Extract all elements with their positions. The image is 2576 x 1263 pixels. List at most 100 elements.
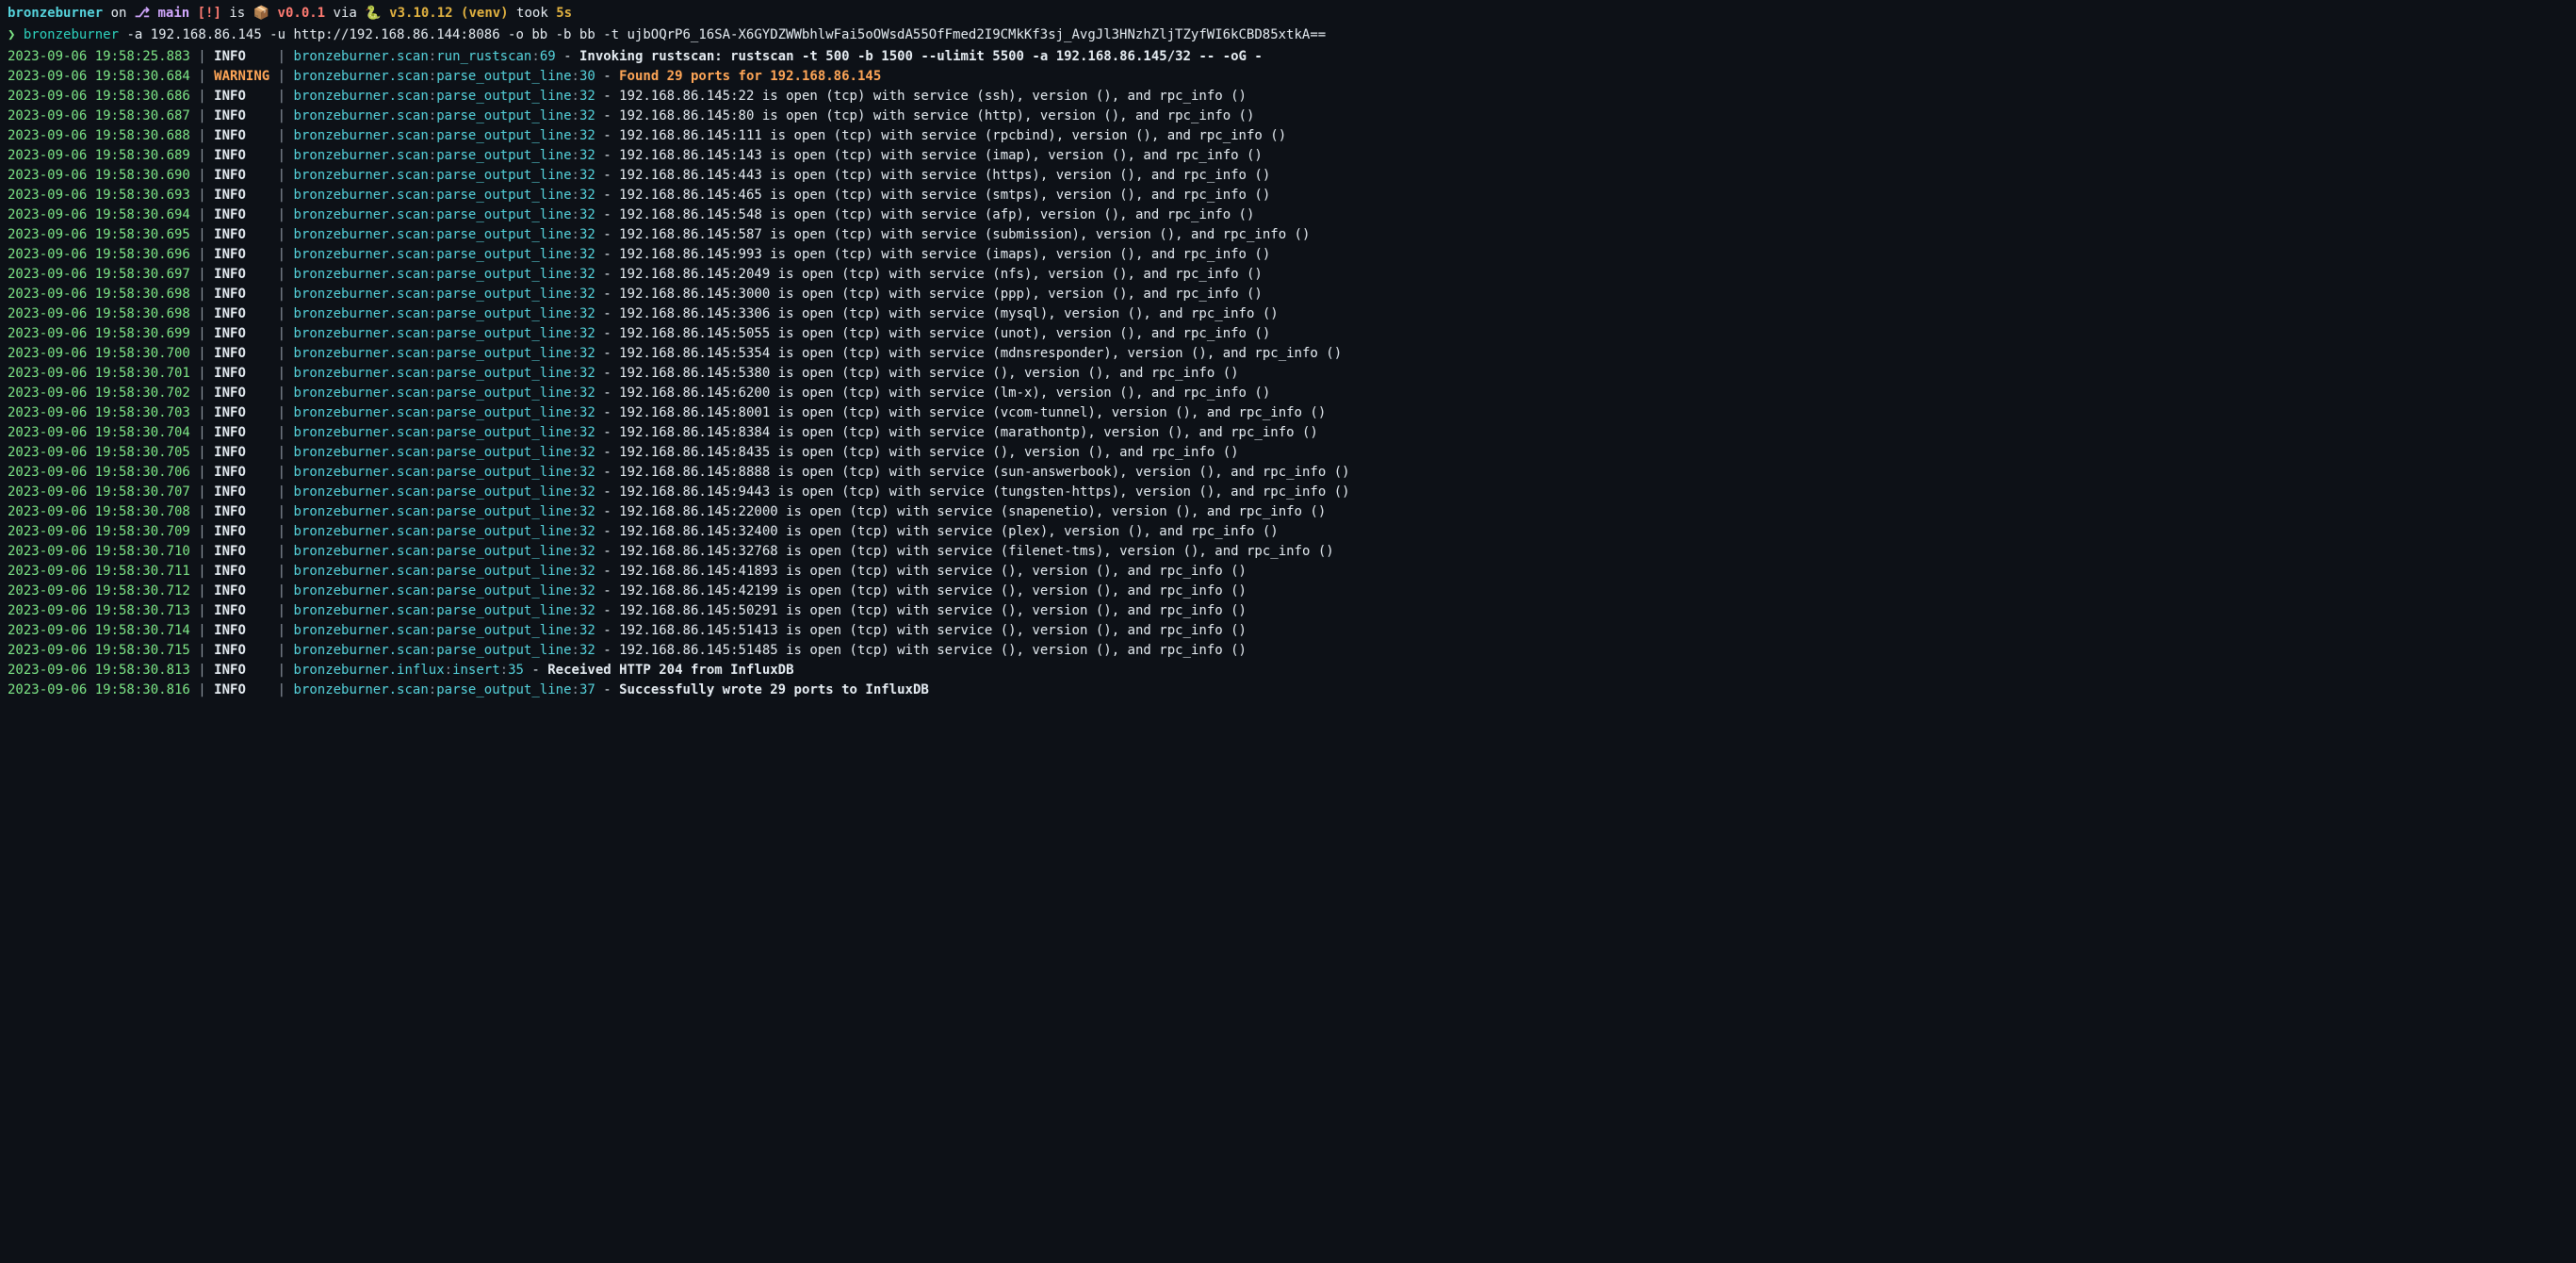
log-colon: : [429, 465, 436, 480]
log-message: 192.168.86.145:587 is open (tcp) with se… [619, 227, 1310, 242]
log-message: 192.168.86.145:3000 is open (tcp) with s… [619, 287, 1263, 302]
log-level: INFO [214, 108, 269, 123]
log-module: bronzeburner.scan [293, 188, 428, 203]
log-function: parse_output_line [436, 544, 571, 559]
log-sep: | [269, 108, 293, 123]
log-lineno: 32 [579, 504, 595, 519]
is-text: is [229, 6, 245, 21]
log-message: 192.168.86.145:6200 is open (tcp) with s… [619, 385, 1270, 401]
log-line: 2023-09-06 19:58:30.694 | INFO | bronzeb… [8, 205, 2568, 225]
log-sep: | [190, 425, 214, 440]
log-colon: : [572, 108, 579, 123]
log-message: 192.168.86.145:8001 is open (tcp) with s… [619, 405, 1326, 420]
command-line[interactable]: ❯ bronzeburner -a 192.168.86.145 -u http… [8, 25, 2568, 45]
log-sep: | [190, 267, 214, 282]
log-sep: | [269, 287, 293, 302]
log-sep: | [190, 445, 214, 460]
log-sep: | [269, 346, 293, 361]
log-lineno: 32 [579, 385, 595, 401]
log-sep: | [269, 385, 293, 401]
log-level: INFO [214, 287, 269, 302]
log-dash: - [524, 663, 547, 678]
log-module: bronzeburner.scan [293, 346, 428, 361]
log-message: 192.168.86.145:32400 is open (tcp) with … [619, 524, 1279, 539]
log-lineno: 32 [579, 564, 595, 579]
log-function: parse_output_line [436, 227, 571, 242]
log-lineno: 32 [579, 346, 595, 361]
log-colon: : [429, 504, 436, 519]
log-timestamp: 2023-09-06 19:58:30.698 [8, 287, 190, 302]
log-module: bronzeburner.scan [293, 326, 428, 341]
log-function: parse_output_line [436, 385, 571, 401]
log-timestamp: 2023-09-06 19:58:30.696 [8, 247, 190, 262]
log-sep: | [190, 168, 214, 183]
log-sep: | [269, 188, 293, 203]
log-colon: : [572, 465, 579, 480]
log-message: 192.168.86.145:5055 is open (tcp) with s… [619, 326, 1270, 341]
log-sep: | [269, 643, 293, 658]
log-colon: : [429, 168, 436, 183]
log-level: INFO [214, 49, 269, 64]
log-colon: : [572, 148, 579, 163]
log-sep: | [190, 524, 214, 539]
log-level: INFO [214, 128, 269, 143]
log-dash: - [595, 188, 619, 203]
log-level: INFO [214, 564, 269, 579]
log-level: INFO [214, 445, 269, 460]
log-timestamp: 2023-09-06 19:58:30.694 [8, 207, 190, 222]
log-colon: : [572, 326, 579, 341]
log-sep: | [269, 465, 293, 480]
log-message: 192.168.86.145:8888 is open (tcp) with s… [619, 465, 1349, 480]
log-message: 192.168.86.145:443 is open (tcp) with se… [619, 168, 1270, 183]
log-lineno: 32 [579, 148, 595, 163]
log-colon: : [429, 207, 436, 222]
log-function: parse_output_line [436, 445, 571, 460]
log-message: 192.168.86.145:111 is open (tcp) with se… [619, 128, 1286, 143]
log-sep: | [269, 49, 293, 64]
log-dash: - [595, 108, 619, 123]
log-colon: : [429, 306, 436, 321]
log-lineno: 32 [579, 366, 595, 381]
log-line: 2023-09-06 19:58:30.705 | INFO | bronzeb… [8, 443, 2568, 463]
log-level: INFO [214, 425, 269, 440]
log-message: 192.168.86.145:465 is open (tcp) with se… [619, 188, 1270, 203]
log-lineno: 32 [579, 445, 595, 460]
log-colon: : [429, 583, 436, 599]
log-function: parse_output_line [436, 89, 571, 104]
log-module: bronzeburner.scan [293, 69, 428, 84]
log-message: 192.168.86.145:5380 is open (tcp) with s… [619, 366, 1238, 381]
log-colon: : [429, 445, 436, 460]
log-message: 192.168.86.145:51413 is open (tcp) with … [619, 623, 1247, 638]
log-sep: | [190, 306, 214, 321]
log-module: bronzeburner.scan [293, 227, 428, 242]
log-lineno: 69 [540, 49, 556, 64]
log-function: insert [452, 663, 500, 678]
log-sep: | [269, 603, 293, 618]
log-line: 2023-09-06 19:58:30.710 | INFO | bronzeb… [8, 542, 2568, 562]
log-module: bronzeburner.scan [293, 405, 428, 420]
log-colon: : [429, 425, 436, 440]
log-timestamp: 2023-09-06 19:58:30.712 [8, 583, 190, 599]
log-colon: : [572, 603, 579, 618]
log-line: 2023-09-06 19:58:30.697 | INFO | bronzeb… [8, 265, 2568, 285]
log-lineno: 32 [579, 405, 595, 420]
log-module: bronzeburner.scan [293, 168, 428, 183]
log-colon: : [429, 682, 436, 697]
log-dash: - [595, 267, 619, 282]
log-sep: | [269, 425, 293, 440]
log-sep: | [269, 168, 293, 183]
log-level: INFO [214, 148, 269, 163]
log-level: INFO [214, 603, 269, 618]
log-sep: | [190, 583, 214, 599]
log-level: INFO [214, 227, 269, 242]
log-line: 2023-09-06 19:58:30.813 | INFO | bronzeb… [8, 661, 2568, 681]
log-level: INFO [214, 306, 269, 321]
log-function: parse_output_line [436, 188, 571, 203]
log-dash: - [595, 643, 619, 658]
log-colon: : [429, 326, 436, 341]
log-sep: | [269, 445, 293, 460]
log-dash: - [595, 564, 619, 579]
log-colon: : [500, 663, 508, 678]
log-level: INFO [214, 484, 269, 500]
branch-name: main [157, 6, 189, 21]
